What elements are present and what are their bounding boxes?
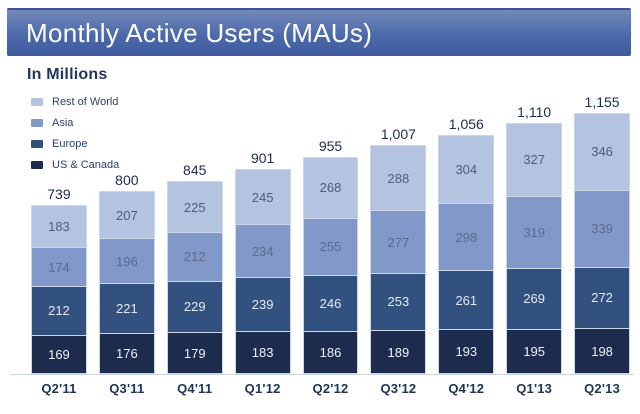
x-axis-label: Q3'12 [380,381,417,396]
bar-segment: 174 [32,247,86,287]
bar-stack: 288 277 253 189 [370,145,427,374]
bar-segment: 304 [439,135,494,204]
bar-segment: 255 [303,218,358,276]
bar-column: 800 207 196 221 176 [98,172,155,374]
bar-segment: 207 [99,192,154,239]
bar-total-label: 1,155 [584,93,620,110]
bar-segment: 319 [507,197,562,269]
bar-stack: 304 298 261 193 [438,134,495,374]
legend-swatch-icon [31,140,43,148]
bar-segment: 327 [507,123,562,197]
bar-segment: 195 [507,329,562,373]
bar-total-label: 800 [115,172,139,189]
bar-segment: 245 [235,170,290,225]
legend-swatch-icon [31,98,43,106]
bar-total-label: 845 [183,162,207,179]
bar-segment: 346 [575,113,630,191]
legend-label: US & Canada [52,159,120,171]
page-title: Monthly Active Users (MAUs) [26,17,373,48]
bar-segment: 221 [99,283,154,333]
bar-segment: 339 [575,191,630,267]
bar-segment: 176 [99,333,154,373]
x-axis-label: Q2'13 [584,381,621,396]
x-axis-label: Q3'11 [109,381,145,396]
bar-segment: 196 [99,239,154,283]
bar-segment: 261 [439,271,494,330]
bar-segment: 239 [235,278,290,332]
bar-stack: 268 255 246 186 [302,157,359,374]
bar-column: 1,056 304 298 261 193 [438,115,495,374]
bar-stack: 327 319 269 195 [506,122,563,374]
bar-segment: 212 [32,287,86,335]
chart-units-label: In Millions [27,66,108,83]
legend-item: US & Canada [31,159,119,171]
bar-total-label: 1,007 [380,126,416,143]
bar-segment: 189 [371,331,426,373]
chart-legend: Rest of World Asia Europe US & Canada [31,96,119,171]
bar-total-label: 901 [250,150,275,167]
legend-item: Rest of World [31,96,119,108]
bar-stack: 183 174 212 169 [31,205,87,374]
bar-segment: 186 [303,331,358,373]
legend-swatch-icon [31,161,43,169]
bar-segment: 268 [303,158,358,218]
legend-label: Europe [52,138,88,150]
bar-column: 901 245 234 239 183 [234,150,291,374]
bar-segment: 253 [371,273,426,330]
bar-stack: 245 234 239 183 [234,169,291,374]
x-axis-label: Q4'11 [177,381,213,396]
x-axis-label: Q2'12 [312,381,349,396]
bar-segment: 225 [167,182,222,233]
bar-segment: 229 [167,281,222,333]
bar-column: 845 225 212 229 179 [166,162,223,374]
bar-total-label: 739 [47,186,71,203]
title-bar: Monthly Active Users (MAUs) [7,8,631,56]
plot-area: 739 183 174 212 169 800 207 196 221 176 845 225 212 2… [10,88,634,375]
legend-item: Europe [31,138,119,150]
x-axis-label: Q1'13 [516,381,553,396]
bar-segment: 183 [32,206,86,247]
bar-stack: 207 196 221 176 [98,191,155,374]
bar-column: 955 268 255 246 186 [302,138,359,374]
bar-total-label: 955 [318,138,343,155]
bar-segment: 298 [439,204,494,271]
bar-column: 1,007 288 277 253 189 [370,126,427,374]
bar-segment: 288 [371,146,426,211]
bar-stack: 346 339 272 198 [574,112,631,374]
bar-segment: 212 [167,233,222,281]
bar-segment: 269 [507,269,562,329]
bar-total-label: 1,056 [448,115,484,132]
bar-segment: 234 [235,225,290,278]
bar-segment: 277 [371,211,426,273]
bar-segment: 183 [235,332,290,373]
legend-swatch-icon [31,119,43,127]
legend-item: Asia [31,117,119,129]
x-axis-label: Q2'11 [41,381,77,396]
bar-column: 1,155 346 339 272 198 [574,93,631,374]
bar-column: 739 183 174 212 169 [31,186,87,374]
x-axis-label: Q4'12 [448,381,485,396]
bar-column: 1,110 327 319 269 195 [506,103,563,374]
legend-label: Rest of World [52,96,119,108]
bar-stack: 225 212 229 179 [166,181,223,374]
bar-segment: 246 [303,276,358,331]
bar-segment: 272 [575,267,630,328]
bar-segment: 169 [32,335,86,373]
bar-segment: 179 [167,333,222,373]
bar-segment: 198 [575,329,630,373]
x-axis-label: Q1'12 [244,381,281,396]
mau-stacked-bar-chart: Rest of World Asia Europe US & Canada 739 18… [10,88,634,396]
legend-label: Asia [52,117,74,129]
x-axis: Q2'11 Q3'11 Q4'11 Q1'12 Q2'12 Q3'12 Q4'12 Q1'13… [10,381,634,396]
bar-total-label: 1,110 [517,103,552,120]
bar-segment: 193 [439,330,494,373]
